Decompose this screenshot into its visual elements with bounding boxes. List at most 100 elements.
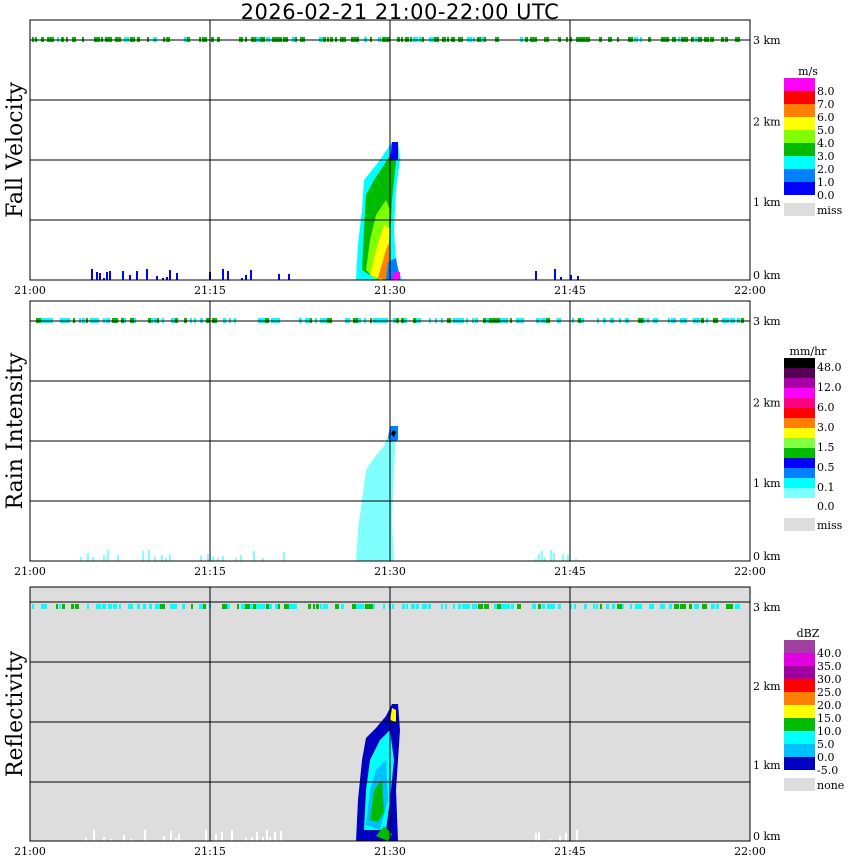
- echo-pixel: [554, 269, 556, 280]
- echo-pixel: [584, 604, 587, 609]
- echo-pixel: [320, 604, 322, 609]
- echo-pixel: [245, 838, 247, 841]
- echo-pixel: [160, 604, 165, 609]
- colorbar-miss-swatch: [784, 518, 815, 531]
- echo-pixel: [260, 604, 265, 609]
- echo-pixel: [245, 604, 250, 609]
- echo-pixel: [593, 604, 595, 609]
- echo-pixel: [600, 604, 602, 609]
- echo-pixel: [217, 558, 219, 561]
- echo-pixel: [694, 604, 699, 609]
- echo-pixel: [262, 558, 264, 561]
- colorbar-swatch: [784, 488, 815, 498]
- plot-frame: [29, 19, 751, 281]
- echo-pixel: [237, 604, 239, 609]
- y-tick-label: 2 km: [753, 680, 781, 693]
- colorbar-label: 6.0: [817, 401, 835, 414]
- echo-pixel: [32, 604, 34, 609]
- echo-pixel: [256, 604, 260, 609]
- echo-pixel: [175, 838, 177, 841]
- echo-pixel: [235, 558, 237, 561]
- echo-pixel: [538, 604, 541, 609]
- echo-pixel: [411, 604, 415, 609]
- echo-pixel: [99, 273, 101, 280]
- echo-pixel: [156, 276, 158, 280]
- colorbar-label: 35.0: [817, 660, 842, 673]
- echo-pixel: [538, 832, 540, 841]
- echo-pixel: [567, 555, 569, 561]
- echo-pixel: [117, 555, 119, 561]
- echo-pixel: [231, 830, 233, 841]
- echo-pixel: [162, 278, 164, 280]
- y-tick-label: 1 km: [753, 477, 781, 490]
- echo-pixel: [280, 831, 282, 841]
- echo-pixel: [119, 604, 121, 609]
- echo-region: [392, 272, 400, 280]
- echo-pixel: [729, 604, 733, 609]
- colorbar-label: 5.0: [817, 738, 835, 751]
- echo-pixel: [550, 550, 552, 561]
- colorbar-swatch: [784, 468, 815, 478]
- colorbar-label: 8.0: [817, 85, 835, 98]
- echo-pixel: [241, 604, 246, 609]
- y-axis-label: Fall Velocity: [3, 82, 28, 218]
- echo-pixel: [370, 604, 374, 609]
- y-axis-label: Reflectivity: [3, 650, 28, 777]
- colorbar-label: -5.0: [817, 764, 838, 777]
- echo-pixel: [103, 837, 105, 841]
- echo-pixel: [113, 604, 117, 609]
- colorbar-label: 12.0: [817, 381, 842, 394]
- x-tick-label: 21:30: [374, 845, 406, 858]
- colorbar-miss-label: none: [817, 779, 844, 792]
- echo-pixel: [212, 556, 214, 561]
- echo-pixel: [542, 604, 545, 609]
- echo-region: [356, 430, 396, 561]
- echo-pixel: [59, 604, 61, 609]
- echo-pixel: [250, 604, 255, 609]
- echo-pixel: [289, 604, 294, 609]
- echo-pixel: [511, 604, 514, 609]
- echo-pixel: [203, 604, 206, 609]
- echo-pixel: [617, 604, 622, 609]
- colorbar-label: 0.0: [817, 500, 835, 513]
- echo-pixel: [462, 604, 466, 609]
- echo-region: [390, 708, 396, 722]
- panel-reflectivity: Reflectivity 21:00 21:15 21:30 21:45 22:00 0 k…: [3, 586, 844, 858]
- echo-pixel: [269, 837, 271, 841]
- colorbar-label: 2.0: [817, 163, 835, 176]
- colorbar-unit: mm/hr: [790, 345, 828, 358]
- y-tick-label: 0 km: [753, 830, 781, 843]
- echo-pixel: [56, 604, 58, 609]
- echo-pixel: [148, 550, 150, 561]
- colorbar-swatch: [784, 368, 815, 378]
- echo-pixel: [680, 604, 684, 609]
- echo-pixel: [612, 604, 615, 609]
- colorbar-swatch: [784, 448, 815, 458]
- echo-pixel: [505, 604, 510, 609]
- colorbar-swatch: [784, 78, 815, 91]
- echo-region: [390, 142, 398, 160]
- echo-pixel: [85, 838, 87, 841]
- echo-pixel: [96, 604, 101, 609]
- colorbar-label: 30.0: [817, 673, 842, 686]
- colorbar-swatch: [784, 169, 815, 182]
- colorbar-swatch: [784, 458, 815, 468]
- colorbar-swatch: [784, 718, 815, 731]
- colorbar-swatch: [784, 666, 815, 679]
- colorbar-swatch: [784, 418, 815, 428]
- colorbar-swatch: [784, 182, 815, 195]
- echo-pixel: [106, 272, 108, 280]
- echo-pixel: [535, 833, 537, 841]
- colorbar-swatch: [784, 388, 815, 398]
- echo-pixel: [200, 556, 202, 561]
- echo-pixel: [45, 604, 47, 609]
- colorbar-label: 4.0: [817, 137, 835, 150]
- echo-pixel: [726, 604, 731, 609]
- colorbar-swatch: [784, 653, 815, 666]
- colorbar-unit: m/s: [798, 65, 818, 78]
- colorbar-swatch: [784, 104, 815, 117]
- colorbar-miss-label: miss: [817, 204, 843, 217]
- echo-pixel: [341, 604, 344, 609]
- echo-pixel: [91, 269, 93, 280]
